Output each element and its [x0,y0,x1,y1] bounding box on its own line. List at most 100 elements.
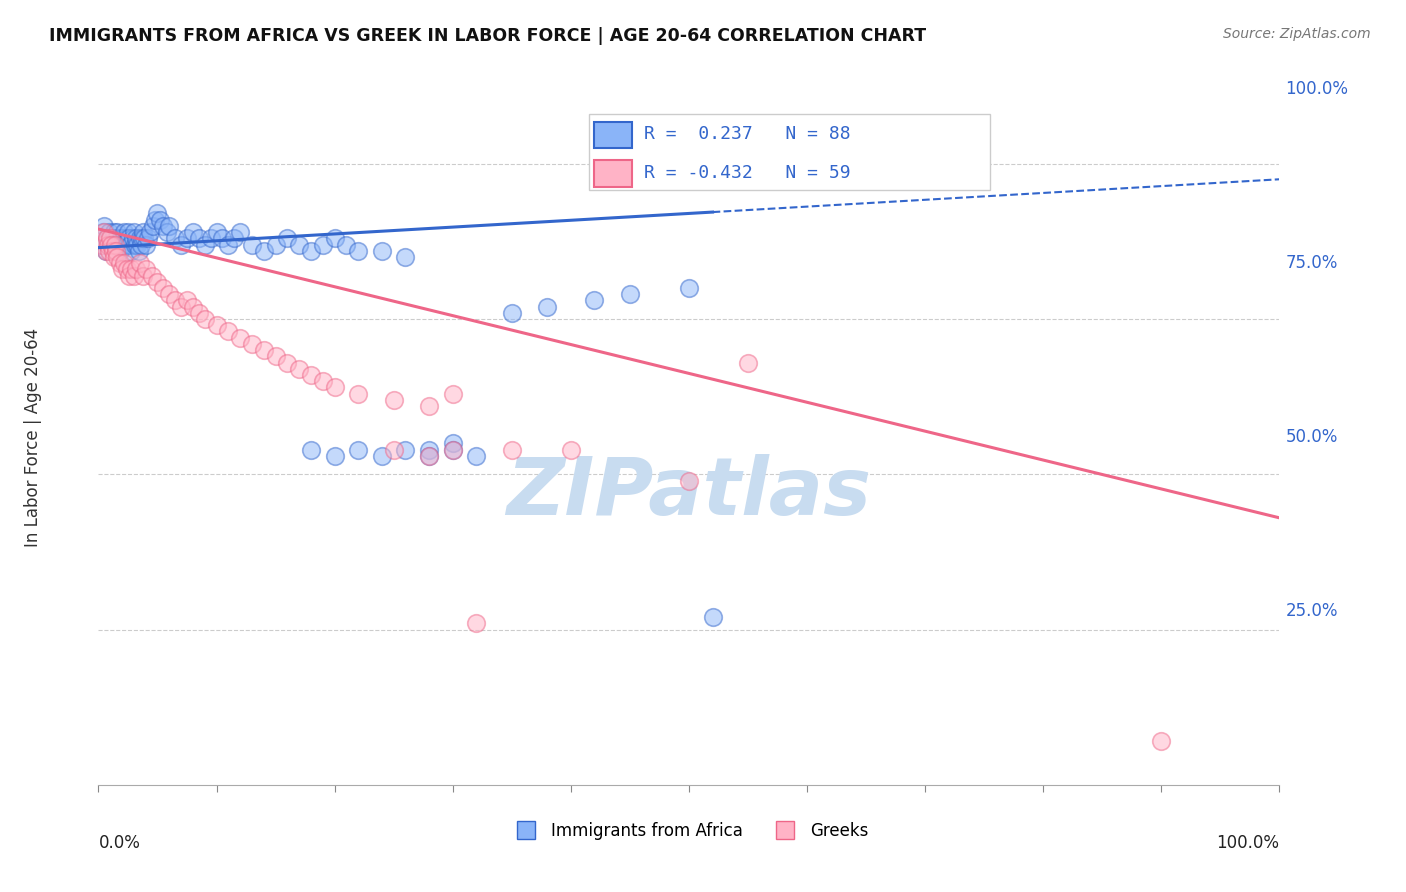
Point [187,231,209,245]
Point [114,237,136,252]
Point [115,231,138,245]
Point [441,442,464,457]
Point [139,225,162,239]
Point [91,237,114,252]
Point [132,225,155,239]
Point [121,262,143,277]
Point [152,281,174,295]
Point [200,231,222,245]
Point [678,281,700,295]
Point [132,268,155,283]
Point [97,237,120,252]
Point [125,262,148,277]
Point [111,262,134,277]
Point [122,225,145,239]
Point [181,300,204,314]
Point [120,237,142,252]
Point [117,225,139,239]
Point [194,312,217,326]
Point [94,244,117,258]
FancyBboxPatch shape [589,113,990,190]
Point [103,225,125,239]
Point [90,231,112,245]
Text: 0.0%: 0.0% [98,834,141,852]
Bar [595,161,633,186]
Point [678,474,700,488]
Point [124,237,146,252]
Point [176,231,198,245]
Point [97,237,120,252]
Point [205,318,228,333]
Point [170,237,193,252]
Point [142,219,165,233]
Point [299,368,322,382]
Point [156,225,179,239]
Point [299,442,322,457]
Point [347,442,370,457]
Point [98,225,121,239]
Point [115,262,138,277]
Point [176,293,198,308]
Point [170,300,193,314]
Point [371,244,394,258]
Point [394,442,416,457]
Point [382,442,405,457]
Point [619,287,641,301]
Point [101,231,124,245]
Point [100,237,122,252]
Text: ZIPatlas: ZIPatlas [506,454,872,532]
Text: 100.0%: 100.0% [1216,834,1279,852]
Text: Source: ZipAtlas.com: Source: ZipAtlas.com [1223,27,1371,41]
Point [96,231,118,245]
Point [312,237,335,252]
Point [143,212,166,227]
Point [135,237,157,252]
Point [224,231,246,245]
Point [217,237,239,252]
Point [128,256,150,270]
Point [323,449,346,463]
Point [299,244,322,258]
Point [136,231,159,245]
Bar [595,122,633,148]
Point [128,244,150,258]
Point [264,349,287,363]
Point [93,219,115,233]
Point [121,244,143,258]
Text: 75.0%: 75.0% [1285,254,1337,272]
Point [211,231,233,245]
Point [135,262,157,277]
Point [501,306,523,320]
Point [253,244,276,258]
Point [101,244,124,258]
Point [134,231,156,245]
Point [583,293,606,308]
Point [288,361,311,376]
Point [157,219,180,233]
Point [347,386,370,401]
Point [146,206,169,220]
Point [105,244,128,258]
Point [112,225,135,239]
Point [418,449,440,463]
Point [165,231,187,245]
Point [105,250,128,264]
Point [240,237,263,252]
Point [702,610,724,624]
Point [418,399,440,413]
Point [98,231,121,245]
Point [501,442,523,457]
Point [276,355,298,369]
Point [335,237,357,252]
Point [323,231,346,245]
Point [94,244,117,258]
Point [536,300,558,314]
Text: 25.0%: 25.0% [1285,602,1339,620]
Point [105,225,128,239]
Point [347,244,370,258]
Point [103,250,125,264]
Point [240,337,263,351]
Point [253,343,276,358]
Point [418,449,440,463]
Point [108,244,131,258]
